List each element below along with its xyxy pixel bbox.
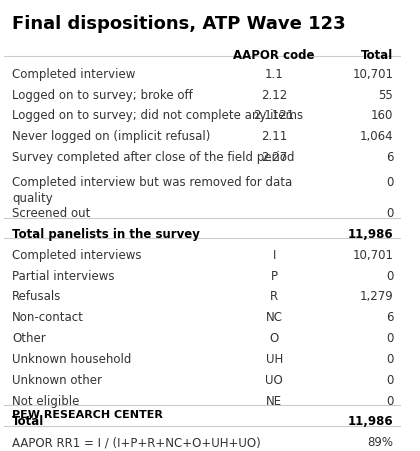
Text: Never logged on (implicit refusal): Never logged on (implicit refusal) xyxy=(12,130,210,143)
Text: 2.12: 2.12 xyxy=(261,88,287,101)
Text: 10,701: 10,701 xyxy=(352,68,393,81)
Text: Non-contact: Non-contact xyxy=(12,311,84,323)
Text: UO: UO xyxy=(265,373,283,386)
Text: Logged on to survey; did not complete any items: Logged on to survey; did not complete an… xyxy=(12,109,303,122)
Text: 11,986: 11,986 xyxy=(348,227,393,240)
Text: AAPOR RR1 = I / (I+P+R+NC+O+UH+UO): AAPOR RR1 = I / (I+P+R+NC+O+UH+UO) xyxy=(12,435,261,448)
Text: 2.1121: 2.1121 xyxy=(254,109,295,122)
Text: O: O xyxy=(270,331,279,344)
Text: 0: 0 xyxy=(386,352,393,365)
Text: Final dispositions, ATP Wave 123: Final dispositions, ATP Wave 123 xyxy=(12,15,346,33)
Text: NE: NE xyxy=(266,394,282,407)
Text: 89%: 89% xyxy=(367,435,393,448)
Text: Not eligible: Not eligible xyxy=(12,394,79,407)
Text: Other: Other xyxy=(12,331,46,344)
Text: Completed interview: Completed interview xyxy=(12,68,136,81)
Text: Total panelists in the survey: Total panelists in the survey xyxy=(12,227,200,240)
Text: 0: 0 xyxy=(386,207,393,220)
Text: Unknown household: Unknown household xyxy=(12,352,131,365)
Text: AAPOR code: AAPOR code xyxy=(234,49,315,62)
Text: 1.1: 1.1 xyxy=(265,68,284,81)
Text: Total: Total xyxy=(12,414,45,428)
Text: 1,279: 1,279 xyxy=(360,290,393,303)
Text: 6: 6 xyxy=(386,151,393,164)
Text: P: P xyxy=(270,269,278,282)
Text: 0: 0 xyxy=(386,269,393,282)
Text: Partial interviews: Partial interviews xyxy=(12,269,115,282)
Text: 2.11: 2.11 xyxy=(261,130,287,143)
Text: Completed interview but was removed for data
quality: Completed interview but was removed for … xyxy=(12,176,292,205)
Text: 6: 6 xyxy=(386,311,393,323)
Text: R: R xyxy=(270,290,278,303)
Text: Survey completed after close of the field period: Survey completed after close of the fiel… xyxy=(12,151,294,164)
Text: 160: 160 xyxy=(371,109,393,122)
Text: I: I xyxy=(273,248,276,261)
Text: Completed interviews: Completed interviews xyxy=(12,248,142,261)
Text: 10,701: 10,701 xyxy=(352,248,393,261)
Text: Total: Total xyxy=(361,49,393,62)
Text: 1,064: 1,064 xyxy=(360,130,393,143)
Text: UH: UH xyxy=(265,352,283,365)
Text: 0: 0 xyxy=(386,176,393,189)
Text: 11,986: 11,986 xyxy=(348,414,393,428)
Text: 0: 0 xyxy=(386,373,393,386)
Text: 0: 0 xyxy=(386,394,393,407)
Text: Unknown other: Unknown other xyxy=(12,373,102,386)
Text: 0: 0 xyxy=(386,331,393,344)
Text: 2.27: 2.27 xyxy=(261,151,287,164)
Text: PEW RESEARCH CENTER: PEW RESEARCH CENTER xyxy=(12,410,163,419)
Text: Refusals: Refusals xyxy=(12,290,61,303)
Text: Screened out: Screened out xyxy=(12,207,90,220)
Text: 55: 55 xyxy=(378,88,393,101)
Text: NC: NC xyxy=(265,311,283,323)
Text: Logged on to survey; broke off: Logged on to survey; broke off xyxy=(12,88,193,101)
